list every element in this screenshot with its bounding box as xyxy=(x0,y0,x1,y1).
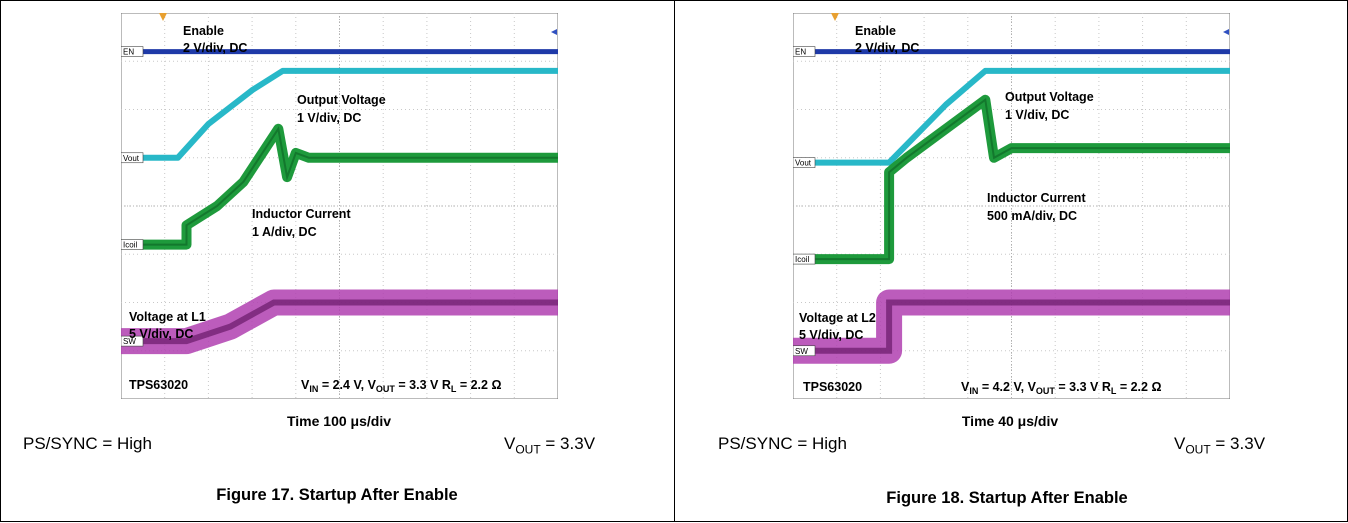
channel-tag-box xyxy=(121,239,144,250)
output-voltage-scale: 1 V/div, DC xyxy=(297,111,361,125)
figure-caption: Figure 18. Startup After Enable xyxy=(886,489,1128,507)
figure-caption: Figure 17. Startup After Enable xyxy=(216,486,458,504)
condition-vout: VOUT = 3.3V xyxy=(504,434,596,457)
switch-voltage-label: Voltage at L2 xyxy=(799,311,876,325)
time-base-label: Time 40 μs/div xyxy=(961,413,1059,429)
channel-tag-box xyxy=(793,345,816,357)
condition-vout: VOUT = 3.3V xyxy=(1174,434,1266,457)
trace-output-voltage xyxy=(121,67,558,161)
trace-core xyxy=(793,299,1230,354)
channel-tag-label: Icoil xyxy=(795,255,809,264)
figure-panel-right: EN Vout Icoil SW Enable 2 V/div, DC Output Vol… xyxy=(674,0,1348,522)
trigger-level-icon xyxy=(1223,29,1229,35)
enable-label: Enable xyxy=(855,24,896,38)
enable-scale: 2 V/div, DC xyxy=(855,41,919,55)
switch-voltage-scale: 5 V/div, DC xyxy=(129,327,193,341)
oscilloscope-plot: EN Vout Icoil SW Enable 2 V/div, DC Output Vol… xyxy=(793,13,1230,399)
channel-tag-label: SW xyxy=(795,347,808,356)
inductor-current-scale: 1 A/div, DC xyxy=(252,225,317,239)
test-conditions: VIN = 4.2 V, VOUT = 3.3 V RL = 2.2 Ω xyxy=(961,380,1161,396)
switch-voltage-label: Voltage at L1 xyxy=(129,310,206,324)
trace-core xyxy=(121,299,558,345)
trace-output-voltage xyxy=(793,67,1230,166)
output-voltage-scale: 1 V/div, DC xyxy=(1005,108,1069,122)
switch-voltage-scale: 5 V/div, DC xyxy=(799,328,863,342)
output-voltage-label: Output Voltage xyxy=(297,93,386,107)
device-name: TPS63020 xyxy=(129,378,188,392)
trace-core xyxy=(793,98,1230,261)
condition-ps-sync: PS/SYNC = High xyxy=(23,434,152,453)
channel-tag-box xyxy=(793,253,816,265)
channel-tag-box xyxy=(121,335,144,347)
test-conditions: VIN = 2.4 V, VOUT = 3.3 V RL = 2.2 Ω xyxy=(301,378,501,394)
channel-tag-box xyxy=(793,46,816,57)
channel-tag-label: EN xyxy=(123,48,134,57)
oscilloscope-plot: EN Vout Icoil SW Enable 2 V/div, DC Output Vol… xyxy=(121,13,558,399)
channel-tag-box xyxy=(121,46,144,57)
channel-tag-label: Icoil xyxy=(123,241,137,250)
channel-tag-label: SW xyxy=(123,337,136,346)
trigger-marker-icon xyxy=(831,13,839,21)
trigger-marker-icon xyxy=(159,13,167,21)
trigger-level-icon xyxy=(551,29,557,35)
trace-core xyxy=(121,126,558,246)
channel-tag-box xyxy=(121,152,144,164)
enable-label: Enable xyxy=(183,24,224,38)
channel-tag-label: Vout xyxy=(795,159,812,168)
channel-tag-label: EN xyxy=(795,48,806,57)
time-base-label: Time 100 μs/div xyxy=(286,413,392,429)
inductor-current-label: Inductor Current xyxy=(252,207,351,221)
condition-ps-sync: PS/SYNC = High xyxy=(718,434,847,453)
enable-scale: 2 V/div, DC xyxy=(183,41,247,55)
channel-tag-label: Vout xyxy=(123,154,140,163)
inductor-current-scale: 500 mA/div, DC xyxy=(987,209,1077,223)
inductor-current-label: Inductor Current xyxy=(987,191,1086,205)
figure-panel-left: EN Vout Icoil SW Enable 2 V/div, DC Output Vol… xyxy=(0,0,675,522)
channel-tag-box xyxy=(793,157,816,168)
output-voltage-label: Output Voltage xyxy=(1005,90,1094,104)
device-name: TPS63020 xyxy=(803,380,862,394)
